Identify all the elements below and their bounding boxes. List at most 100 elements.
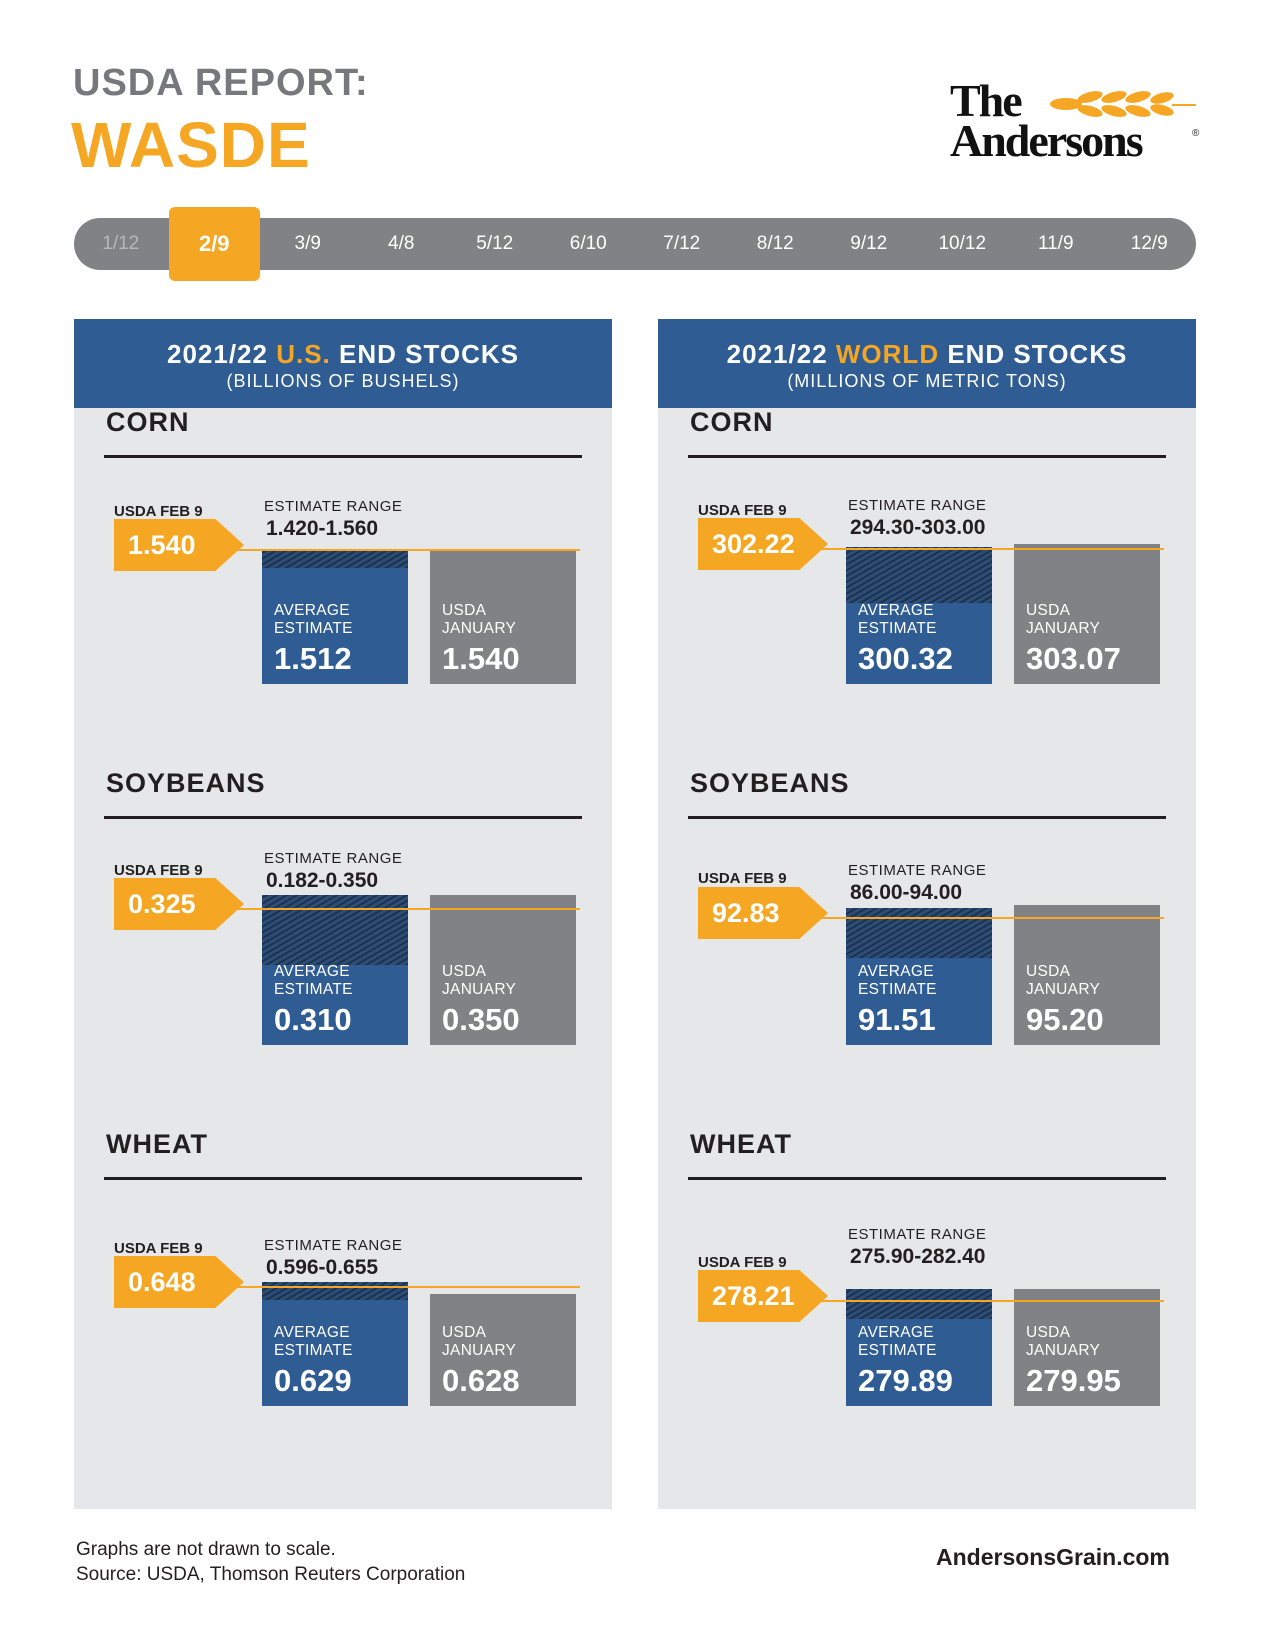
world-end-stocks-panel: 2021/22 WORLD END STOCKS (MILLIONS OF ME… [658,319,1196,1509]
commodity-divider [104,455,582,458]
timeline-date-1-12[interactable]: 1/12 [74,218,168,270]
report-title: WASDE [71,109,311,181]
timeline-date-label: 7/12 [663,233,701,254]
label-line: AVERAGE [858,963,934,980]
wheat-icon [1050,91,1196,117]
timeline-date-9-12[interactable]: 9/12 [822,218,916,270]
usda-feb-line [234,549,580,551]
usda-feb-line [818,917,1164,919]
timeline-date-label: 9/12 [850,233,888,254]
usda-feb-label: USDA FEB 9 [114,1240,203,1257]
website-link[interactable]: AndersonsGrain.com [936,1544,1170,1570]
label-line: USDA [442,1324,487,1341]
average-estimate-label: AVERAGE ESTIMATE [274,963,353,999]
usda-january-bar: USDA JANUARY 0.628 [430,1294,576,1406]
usda-january-label: USDA JANUARY [442,1324,516,1360]
usda-feb-line [234,1286,580,1288]
estimate-range-label: ESTIMATE RANGE [264,498,403,515]
source-note: Source: USDA, Thomson Reuters Corporatio… [76,1564,466,1585]
usda-january-label: USDA JANUARY [442,963,516,999]
usda-feb-line [818,1300,1164,1302]
logo-word-the: The [950,75,1023,126]
average-estimate-value: 1.512 [274,641,352,676]
estimate-range-value: 86.00-94.00 [850,881,963,904]
usda-january-bar: USDA JANUARY 303.07 [1014,544,1160,684]
timeline-date-3-9[interactable]: 3/9 [261,218,355,270]
timeline-date-label: 1/12 [102,233,140,254]
timeline-date-11-9[interactable]: 11/9 [1009,218,1103,270]
timeline-date-label: 3/9 [294,233,321,254]
estimate-range-value: 0.182-0.350 [266,869,379,892]
label-line: ESTIMATE [274,1342,353,1359]
label-line: USDA [1026,602,1071,619]
usda-january-bar: USDA JANUARY 95.20 [1014,905,1160,1045]
estimate-range-label: ESTIMATE RANGE [264,1237,403,1254]
usda-january-value: 303.07 [1026,641,1121,676]
commodity-name: WHEAT [690,1129,792,1159]
timeline-date-label: 2/9 [198,231,230,256]
timeline-date-2-9[interactable]: 2/9 [168,207,262,281]
timeline-date-10-12[interactable]: 10/12 [916,218,1010,270]
average-estimate-value: 91.51 [858,1002,936,1037]
commodity-divider [688,816,1166,819]
estimate-range-band [846,1289,992,1319]
usda-january-value: 0.628 [442,1363,520,1398]
usda-feb-label: USDA FEB 9 [698,502,787,519]
panel-title: 2021/22 WORLD END STOCKS [726,339,1128,369]
estimate-range-band [262,550,408,568]
timeline-date-4-8[interactable]: 4/8 [355,218,449,270]
label-line: AVERAGE [858,1324,934,1341]
timeline-date-label: 6/10 [569,233,607,254]
usda-january-bar: USDA JANUARY 1.540 [430,550,576,684]
estimate-range-value: 294.30-303.00 [850,516,986,539]
label-line: AVERAGE [274,1324,350,1341]
timeline-date-6-10[interactable]: 6/10 [542,218,636,270]
label-line: ESTIMATE [274,981,353,998]
label-line: ESTIMATE [274,620,353,637]
usda-january-bar: USDA JANUARY 0.350 [430,895,576,1045]
usda-feb-value: 0.648 [114,1256,244,1308]
label-line: ESTIMATE [858,1342,937,1359]
commodity-divider [688,1177,1166,1180]
average-estimate-bar: AVERAGE ESTIMATE 1.512 [262,550,408,684]
commodity-chart-wheat: WHEAT USDA FEB 9 278.21 ESTIMATE RANGE 275.9… [688,1129,1166,1509]
timeline-date-12-9[interactable]: 12/9 [1103,218,1197,270]
estimate-range-label: ESTIMATE RANGE [848,1226,987,1243]
usda-january-label: USDA JANUARY [1026,1324,1100,1360]
estimate-range-value: 275.90-282.40 [850,1245,986,1268]
label-line: JANUARY [442,981,517,998]
report-label: USDA REPORT: [73,62,369,104]
panel-title: 2021/22 U.S. END STOCKS [166,339,519,369]
label-line: JANUARY [442,620,517,637]
commodity-name: CORN [690,407,774,437]
timeline-date-label: 12/9 [1130,233,1168,254]
panel-subtitle: (MILLIONS OF METRIC TONS) [787,371,1067,391]
timeline-date-label: 4/8 [388,233,415,254]
average-estimate-value: 0.310 [274,1002,352,1037]
average-estimate-value: 300.32 [858,641,953,676]
andersons-logo: The Andersons ® [950,78,1200,168]
usda-feb-value: 0.325 [114,878,244,930]
commodity-chart-soybeans: SOYBEANS USDA FEB 9 0.325 ESTIMATE RANGE 0.1… [104,768,582,1148]
usda-feb-label: USDA FEB 9 [114,862,203,879]
usda-feb-label: USDA FEB 9 [698,1254,787,1271]
timeline-date-5-12[interactable]: 5/12 [448,218,542,270]
average-estimate-label: AVERAGE ESTIMATE [858,963,937,999]
commodity-chart-soybeans: SOYBEANS USDA FEB 9 92.83 ESTIMATE RANGE 86.… [688,768,1166,1148]
label-line: AVERAGE [274,963,350,980]
timeline-date-8-12[interactable]: 8/12 [729,218,823,270]
average-estimate-label: AVERAGE ESTIMATE [274,1324,353,1360]
usda-january-bar: USDA JANUARY 279.95 [1014,1289,1160,1406]
usda-feb-value: 278.21 [698,1270,828,1322]
commodity-name: SOYBEANS [690,768,850,798]
commodity-chart-corn: CORN USDA FEB 9 1.540 ESTIMATE RANGE 1.420-1… [104,407,582,787]
commodity-name: CORN [106,407,190,437]
timeline-date-label: 5/12 [476,233,514,254]
usda-january-value: 1.540 [442,641,520,676]
average-estimate-bar: AVERAGE ESTIMATE 0.629 [262,1282,408,1406]
usda-feb-value: 92.83 [698,887,828,939]
average-estimate-label: AVERAGE ESTIMATE [858,602,937,638]
timeline-date-7-12[interactable]: 7/12 [635,218,729,270]
logo-word-andersons: Andersons [950,115,1144,166]
report-date-timeline: 1/12 2/9 3/9 4/8 5/12 6/10 7/12 8/12 9/12 10/12 11… [74,207,1197,281]
